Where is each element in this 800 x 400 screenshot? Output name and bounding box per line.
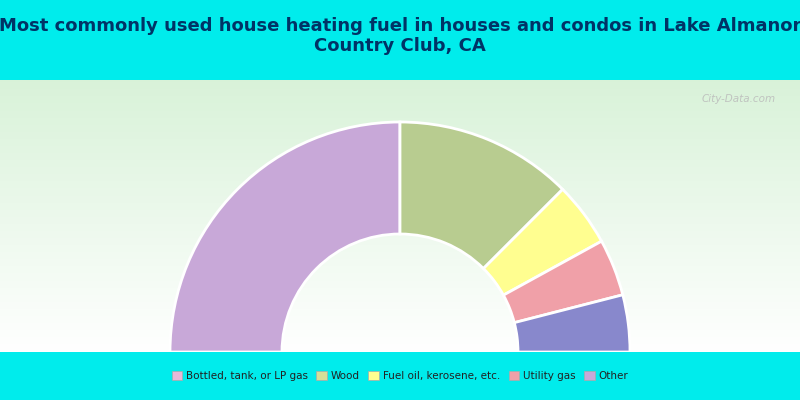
Text: Most commonly used house heating fuel in houses and condos in Lake Almanor
Count: Most commonly used house heating fuel in… [0, 17, 800, 55]
Wedge shape [483, 189, 602, 295]
Wedge shape [170, 122, 400, 352]
Wedge shape [503, 241, 622, 323]
Wedge shape [514, 295, 630, 352]
Legend: Bottled, tank, or LP gas, Wood, Fuel oil, kerosene, etc., Utility gas, Other: Bottled, tank, or LP gas, Wood, Fuel oil… [171, 371, 629, 381]
Text: City-Data.com: City-Data.com [702, 94, 776, 104]
Wedge shape [400, 122, 562, 268]
